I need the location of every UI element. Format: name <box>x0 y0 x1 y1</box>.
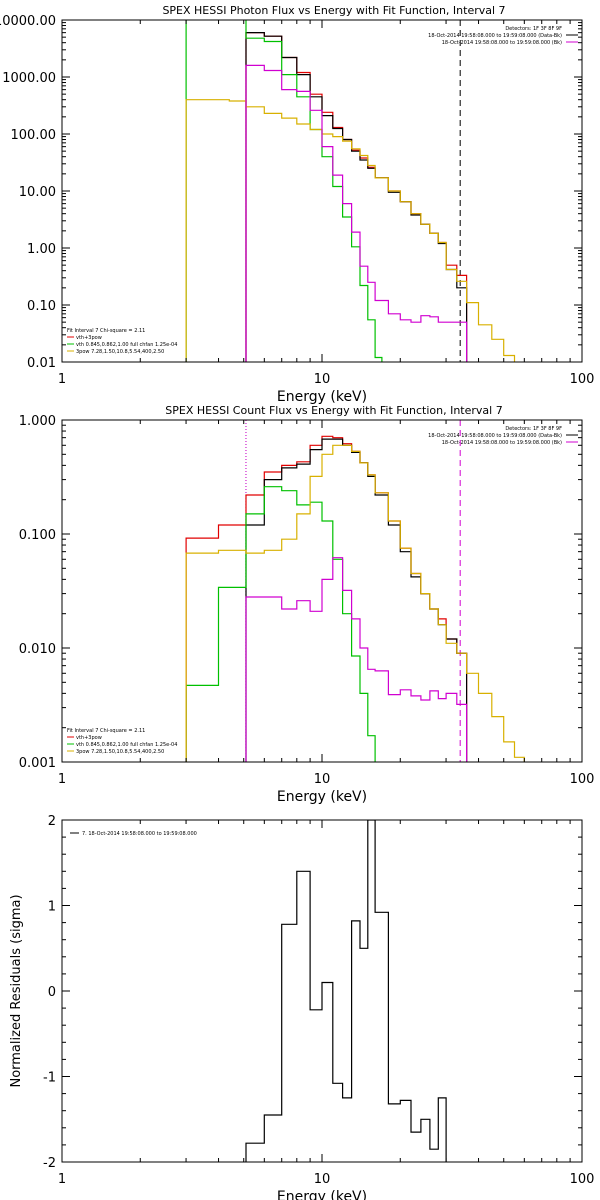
chart-panel-2: SPEX HESSI Count Flux vs Energy with Fit… <box>19 404 595 805</box>
series-line-3pow <box>185 444 525 762</box>
x-tick-label: 100 <box>570 372 595 387</box>
series-line-3pow <box>185 99 516 362</box>
legend-entry-text: 18-Oct-2014 19:58:08.000 to 19:59:08.000… <box>428 433 562 439</box>
x-axis-label: Energy (keV) <box>277 389 367 405</box>
y-tick-label: 100.00 <box>11 128 57 143</box>
series-line-vth <box>185 486 376 762</box>
x-tick-label: 1 <box>58 772 66 787</box>
legend-entry-text: 18-Oct-2014 19:58:08.000 to 19:59:08.000… <box>442 440 562 446</box>
y-tick-label: 0.100 <box>19 528 56 543</box>
chart-panel-1: SPEX HESSI Photon Flux vs Energy with Fi… <box>0 4 595 405</box>
x-tick-label: 100 <box>570 1172 595 1187</box>
y-tick-label: 10.00 <box>19 185 56 200</box>
y-tick-label: 10000.00 <box>0 14 56 29</box>
chart-title: SPEX HESSI Photon Flux vs Energy with Fi… <box>162 4 505 17</box>
legend-entry-text: vth 0.845,0.862,1.00 full chfan 1.25e-04 <box>76 742 177 748</box>
series-group <box>185 20 516 362</box>
x-axis-label: Energy (keV) <box>277 1189 367 1200</box>
x-tick-label: 10 <box>314 1172 331 1187</box>
x-tick-label: 1 <box>58 372 66 387</box>
y-tick-label: -2 <box>43 1156 56 1171</box>
y-tick-label: 0.01 <box>27 356 56 371</box>
y-tick-label: 2 <box>48 814 56 829</box>
y-tick-label: 0.10 <box>27 299 56 314</box>
legend-entry-text: vth+3pow <box>76 335 102 341</box>
legend-entry-text: Fit Interval 7 Chi-square = 2.11 <box>67 728 145 734</box>
y-tick-label: 1.00 <box>27 242 56 257</box>
series-group <box>185 435 525 762</box>
x-tick-label: 10 <box>314 772 331 787</box>
y-axis-label: Normalized Residuals (sigma) <box>9 894 24 1087</box>
series-line-bk <box>245 557 468 762</box>
x-tick-label: 100 <box>570 772 595 787</box>
legend-entry-text: Detectors: 1F 3F 8F 9F <box>505 426 562 432</box>
legend-entry-text: Detectors: 1F 3F 8F 9F <box>505 26 562 32</box>
x-tick-label: 10 <box>314 372 331 387</box>
legend-entry-text: vth 0.845,0.862,1.00 full chfan 1.25e-04 <box>76 342 177 348</box>
series-line-7-18-oct-2014-19-58-08-000-to-19-59-08-000 <box>245 820 447 1162</box>
x-tick-label: 1 <box>58 1172 66 1187</box>
y-tick-label: 0.001 <box>19 756 56 771</box>
y-tick-label: 1000.00 <box>2 71 56 86</box>
series-line-vth <box>185 20 383 362</box>
chart-panel-3: 1 10 100 Energy (keV) -2 -1 0 1 2 Normalized Resi… <box>9 814 594 1200</box>
legend-entry-text: 18-Oct-2014 19:58:08.000 to 19:59:08.000… <box>428 33 562 39</box>
y-tick-label: 1.000 <box>19 414 56 429</box>
legend-entry-text: 18-Oct-2014 19:58:08.000 to 19:59:08.000… <box>442 40 562 46</box>
y-tick-label: 0 <box>48 985 56 1000</box>
legend-entry-text: 3pow 7.28,1.50,10.8,5.54,400,2.50 <box>76 749 164 755</box>
y-tick-label: 0.010 <box>19 642 56 657</box>
y-tick-label: 1 <box>48 900 56 915</box>
plot-frame <box>61 19 583 363</box>
legend-entry-text: vth+3pow <box>76 735 102 741</box>
y-tick-label: -1 <box>43 1071 56 1086</box>
series-line-vth-3pow <box>245 32 468 362</box>
series-line-vth-3pow <box>185 435 468 762</box>
series-group <box>245 820 447 1162</box>
legend-entry-text: 3pow 7.28,1.50,10.8,5.54,400,2.50 <box>76 349 164 355</box>
chart-title: SPEX HESSI Count Flux vs Energy with Fit… <box>165 404 502 417</box>
legend-entry-text: Fit Interval 7 Chi-square = 2.11 <box>67 328 145 334</box>
legend-entry-text: 7. 18-Oct-2014 19:58:08.000 to 19:59:08.… <box>82 831 197 837</box>
series-line-data-bk <box>245 438 468 762</box>
x-axis-label: Energy (keV) <box>277 789 367 805</box>
series-line-data-bk <box>245 32 468 362</box>
series-line-bk <box>245 64 468 362</box>
